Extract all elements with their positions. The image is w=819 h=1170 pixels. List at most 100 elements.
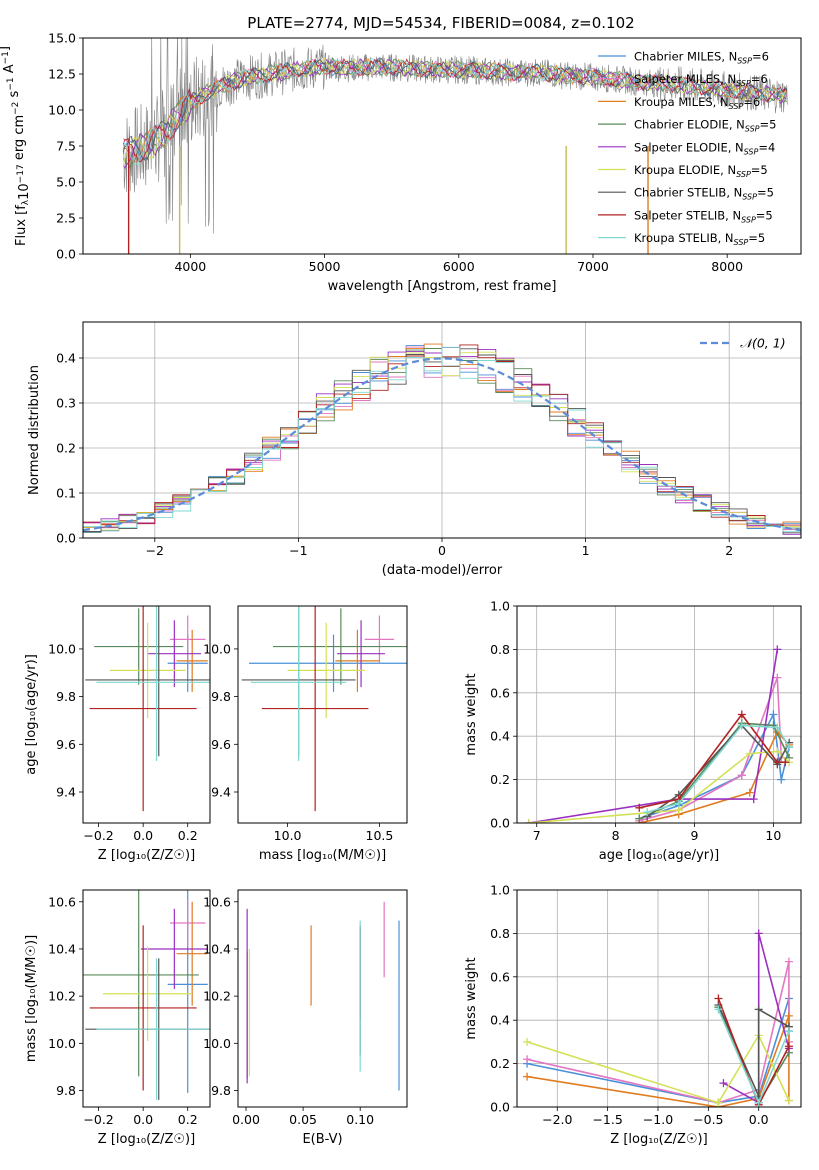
x-tick-label: 0.2 (178, 828, 198, 843)
weight-marker (714, 1005, 723, 1014)
plot-area (83, 343, 801, 538)
legend-label: Kroupa MILES, NSSP=6 (634, 95, 760, 111)
axes-frame (82, 321, 802, 539)
x-tick-label: 7 (533, 828, 541, 843)
plot-area (241, 606, 407, 812)
y-tick-label: 9.4 (56, 785, 76, 800)
weight-marker (773, 645, 782, 654)
spectrum-model-line (122, 57, 788, 165)
panel-age-vs-mass: 10.0 10.5 9.4 9.6 9.8 10.0 mass [log₁₀(M/M☉)] (203, 605, 408, 863)
x-axis-label: mass [log₁₀(M/M☉)] (259, 848, 386, 863)
y-tick-label: 10.2 (203, 989, 231, 1004)
weight-marker (784, 1027, 793, 1036)
y-tick-label: 0.0 (56, 531, 76, 546)
y-axis-label: mass weight (464, 957, 479, 1039)
x-tick-label: −0.2 (83, 1112, 113, 1127)
weight-marker (523, 1055, 532, 1064)
x-tick-label: 8 (612, 828, 620, 843)
x-tick-label: 6000 (443, 259, 475, 274)
weight-marker (754, 1098, 763, 1107)
y-tick-label: 0.8 (490, 926, 510, 941)
weight-marker (737, 721, 746, 730)
x-tick-label: 0.0 (133, 828, 153, 843)
weight-marker (749, 795, 758, 804)
plot-area (122, 38, 788, 254)
y-tick-label: 0.6 (490, 969, 510, 984)
weight-marker (769, 710, 778, 719)
y-tick-label: 0.0 (490, 1100, 510, 1115)
weight-marker (635, 803, 644, 812)
y-tick-label: 10.0 (48, 1036, 76, 1051)
y-tick-label: 1.0 (490, 599, 510, 614)
weight-marker (784, 957, 793, 966)
y-tick-label: 7.5 (56, 139, 76, 154)
residual-histogram (83, 346, 801, 538)
x-axis-label: age [log₁₀(age/yr)] (599, 848, 720, 863)
weight-marker (781, 758, 790, 767)
y-tick-label: 15.0 (48, 31, 76, 46)
y-tick-label: 10.6 (203, 894, 231, 909)
y-tick-label: 0.0 (56, 247, 76, 262)
weight-marker (773, 747, 782, 756)
x-tick-label: 10 (765, 828, 781, 843)
weight-marker (719, 1079, 728, 1088)
x-tick-label: −0.5 (693, 1112, 723, 1127)
y-tick-label: 0.0 (490, 816, 510, 831)
weight-marker (737, 771, 746, 780)
y-tick-label: 10.4 (203, 941, 231, 956)
x-tick-label: −0.2 (83, 828, 113, 843)
panel-residuals: −2 −1 0 1 2 0.0 0.1 0.2 0.3 0.4 (data-model)/error… (27, 321, 802, 578)
weight-marker (773, 723, 782, 732)
x-axis-label: Z [log₁₀(Z/Z☉)] (98, 848, 195, 863)
panel-age-vs-Z: −0.2 0.0 0.2 9.4 9.6 9.8 10.0 Z [log₁₀(Z/Z☉)] ag… (24, 605, 211, 863)
x-tick-label: 0.05 (289, 1112, 317, 1127)
spectrum-model-line (122, 57, 788, 161)
y-tick-label: 0.1 (56, 486, 76, 501)
weight-marker (737, 710, 746, 719)
weight-marker (523, 1037, 532, 1046)
x-tick-label: −1 (289, 543, 307, 558)
plot-area (83, 890, 210, 1100)
y-tick-label: 9.8 (56, 1083, 76, 1098)
x-tick-label: 2 (725, 543, 733, 558)
weight-marker (773, 758, 782, 767)
y-tick-label: 10.6 (48, 894, 76, 909)
y-axis-label: Normed distribution (27, 365, 42, 495)
y-axis-label: age [log₁₀(age/yr)] (24, 654, 39, 775)
x-tick-label: −1.0 (643, 1112, 673, 1127)
y-axis-label: mass [log₁₀(M/M☉)] (24, 935, 39, 1062)
spectrum-model-line (122, 57, 788, 163)
axes-frame (237, 889, 408, 1108)
weight-marker (784, 1096, 793, 1105)
weight-marker (714, 994, 723, 1003)
x-tick-label: 0.2 (178, 1112, 198, 1127)
x-axis-label: E(B-V) (302, 1132, 342, 1147)
spectrum-legend: Chabrier MILES, NSSP=6 Salpeter MILES, NS… (598, 50, 776, 247)
axes-frame (516, 889, 802, 1108)
y-tick-label: 0.2 (56, 441, 76, 456)
y-tick-label: 0.2 (490, 772, 510, 787)
legend-label: Kroupa STELIB, NSSP=5 (634, 231, 765, 247)
x-tick-label: 0.0 (749, 1112, 769, 1127)
legend-label: Chabrier ELODIE, NSSP=5 (634, 118, 776, 134)
weight-marker (643, 808, 652, 817)
legend-label: Chabrier MILES, NSSP=6 (634, 50, 769, 66)
y-tick-label: 0.8 (490, 642, 510, 657)
weight-marker (773, 673, 782, 682)
weight-line (639, 711, 790, 820)
y-tick-label: 9.8 (211, 689, 231, 704)
x-tick-label: 0.10 (346, 1112, 374, 1127)
weight-marker (714, 1098, 723, 1107)
x-tick-label: −2.0 (542, 1112, 572, 1127)
y-tick-label: 2.5 (56, 211, 76, 226)
weight-marker (674, 799, 683, 808)
panel-mass-vs-Z: −0.2 0.0 0.2 9.8 10.0 10.2 10.4 10.6 Z [log₁₀(Z/… (24, 889, 211, 1147)
y-axis-label: Flux [fλ10−17 erg cm−2 s−1 A−1] (0, 46, 32, 246)
weight-line (638, 722, 790, 820)
plot-area (523, 929, 793, 1107)
legend-label: Salpeter MILES, NSSP=6 (634, 72, 768, 88)
x-axis-label: Z [log₁₀(Z/Z☉)] (98, 1132, 195, 1147)
y-tick-label: 9.8 (211, 1083, 231, 1098)
y-tick-label: 10.0 (48, 103, 76, 118)
